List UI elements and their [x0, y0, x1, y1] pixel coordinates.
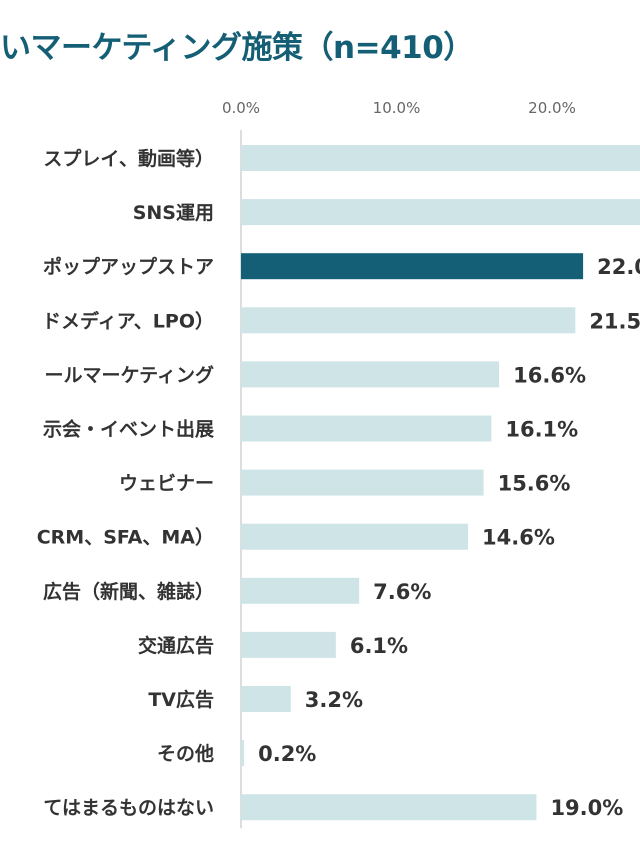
value-label: 0.2%: [258, 742, 316, 766]
bar: [241, 740, 245, 767]
category-label: TV広告: [148, 688, 214, 711]
category-label: てはまるものはない: [43, 797, 214, 819]
category-label: ウェビナー: [119, 473, 214, 495]
value-label: 14.6%: [482, 526, 555, 550]
bars: [241, 145, 640, 821]
value-label: 6.1%: [350, 634, 408, 658]
value-labels: 22.0% 21.5% 16.6% 16.1% 15.6% 14.6% 7.6% 6.1% 3.…: [258, 255, 640, 820]
bar: [241, 415, 492, 442]
category-label: 示会・イベント出展: [43, 418, 214, 441]
category-label: ドメディア、LPO）: [42, 309, 214, 332]
bar: [241, 361, 500, 388]
value-label: 16.1%: [505, 418, 578, 442]
category-label: SNS運用: [133, 202, 214, 224]
category-label: スプレイ、動画等）: [43, 147, 214, 170]
x-tick-label: 0.0%: [222, 99, 260, 117]
category-label: 交通広告: [138, 634, 214, 657]
bar: [241, 469, 484, 496]
bar: [241, 199, 640, 226]
bar: [241, 794, 537, 821]
category-label: ポップアップストア: [43, 255, 214, 278]
value-label: 19.0%: [550, 796, 623, 820]
value-label: 3.2%: [305, 688, 363, 712]
value-label: 16.6%: [513, 363, 586, 387]
category-label: その他: [157, 742, 214, 765]
chart-title: いマーケティング施策（n=410）: [0, 30, 474, 66]
x-axis-ticks: 0.0%10.0%20.0%3: [222, 99, 576, 117]
bar: [241, 145, 640, 171]
bar: [241, 686, 291, 712]
bar: [241, 631, 336, 658]
category-label: CRM、SFA、MA）: [37, 526, 214, 549]
value-label: 21.5%: [589, 309, 640, 333]
bar: [241, 307, 576, 334]
category-label: ールマーケティング: [45, 363, 214, 386]
value-label: 22.0%: [597, 255, 640, 279]
category-label: 広告（新聞、雑誌）: [43, 580, 214, 603]
bar: [241, 523, 469, 550]
x-tick-label: 20.0%: [528, 99, 576, 117]
value-label: 15.6%: [498, 472, 571, 496]
bar: [241, 253, 584, 280]
bar: [241, 577, 360, 604]
value-label: 7.6%: [373, 580, 431, 604]
x-tick-label: 10.0%: [373, 99, 421, 117]
